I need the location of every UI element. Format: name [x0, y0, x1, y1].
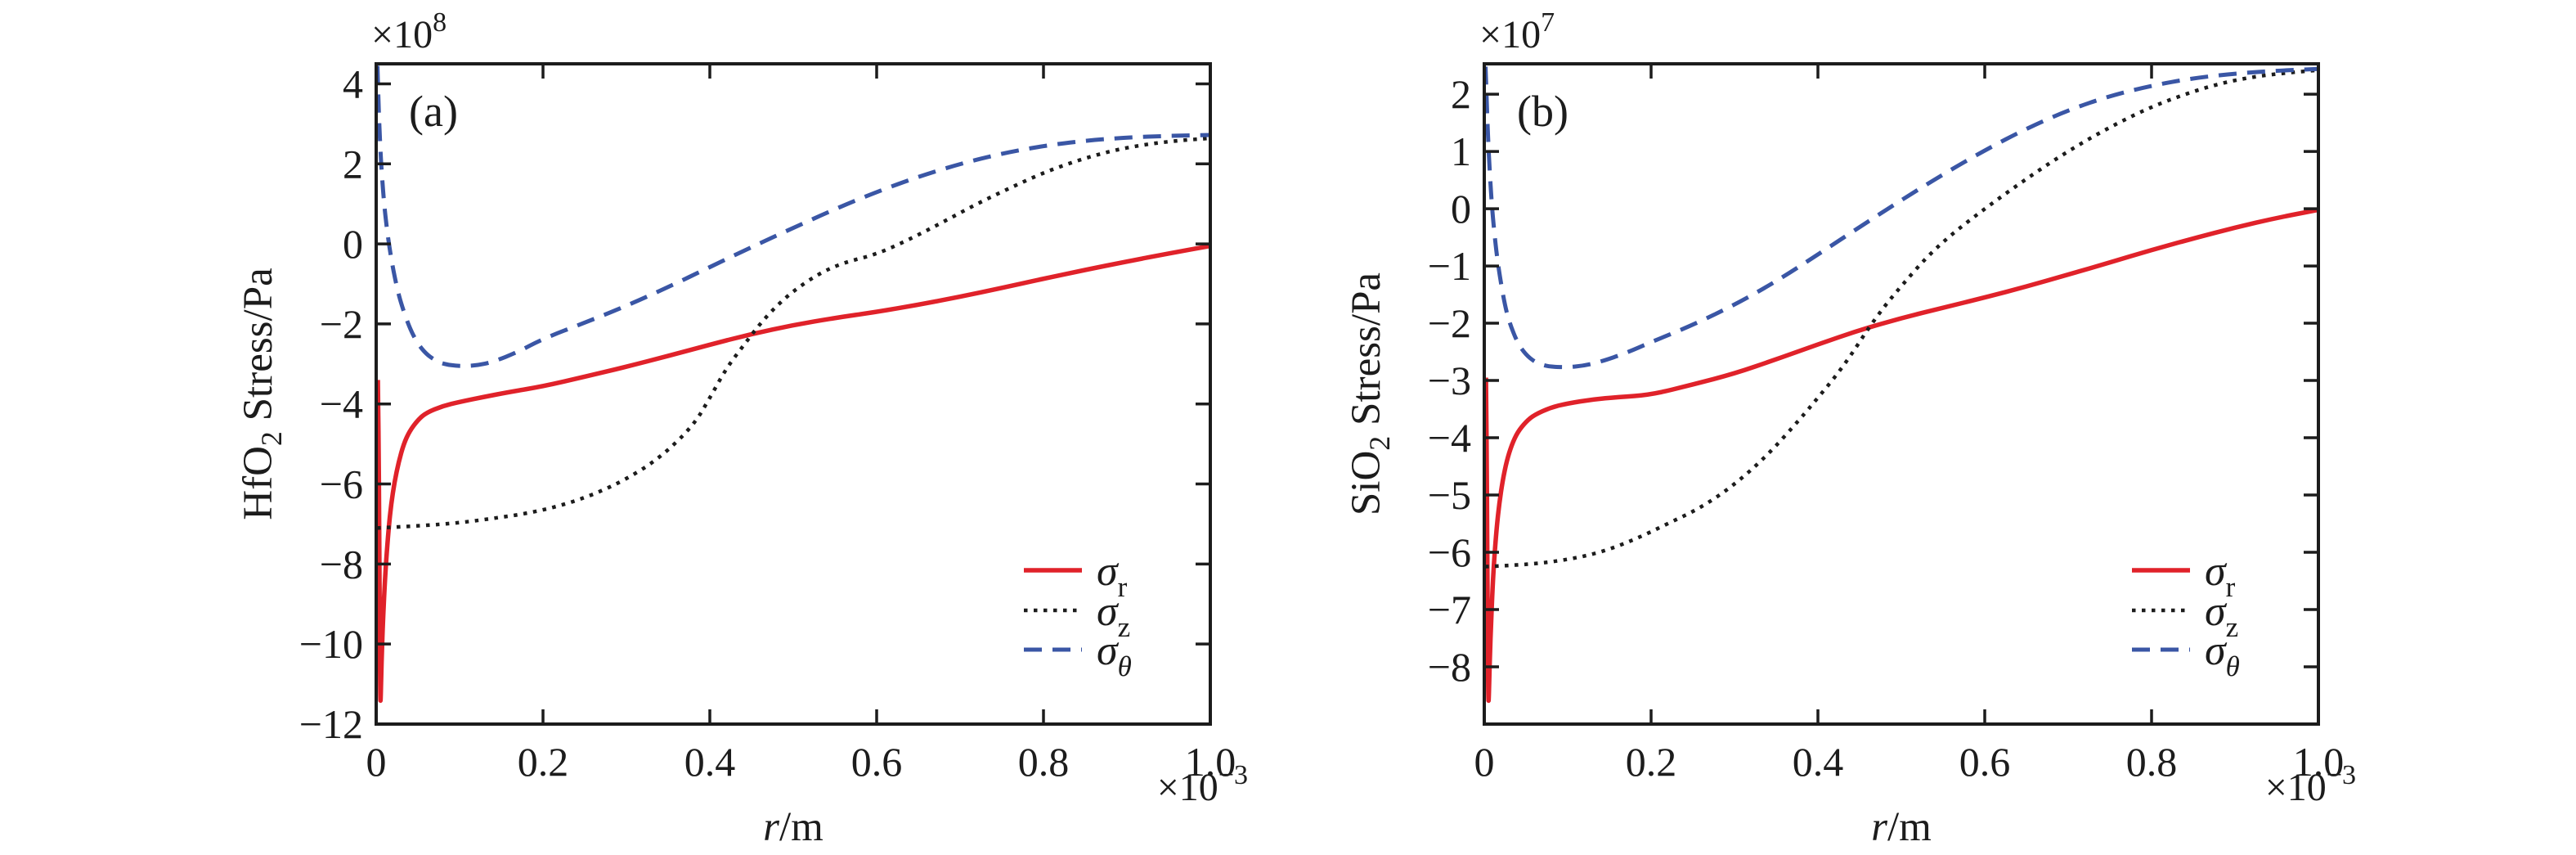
- axis-frame: [1483, 62, 2320, 726]
- x-axis-label: r/m: [1871, 804, 1932, 850]
- legend-label-sigma-z: σz: [1097, 588, 1130, 643]
- x-tick-label: 0.6: [851, 739, 903, 785]
- legend-label-sigma-theta: σθ: [2205, 628, 2240, 682]
- x-tick-label: 0.2: [1626, 739, 1677, 785]
- y-tick-label: 1: [1451, 128, 1471, 174]
- y-tick-label: −1: [1428, 243, 1471, 289]
- x-tick-label: 0.6: [1959, 739, 2011, 785]
- panel-a: 0 0.2 0.4 0.6 0.8 1.0 4 2 0 −2 −4 −6 −8 −10 −12 (a) ×108…: [236, 7, 1248, 850]
- x-tick-label: 0.8: [1018, 739, 1070, 785]
- y-tick-label: −2: [1428, 300, 1471, 346]
- x-axis-label: r/m: [763, 804, 824, 850]
- panel-tag: (a): [409, 87, 458, 136]
- axis-frame: [375, 62, 1212, 726]
- y-tick-label: 4: [343, 61, 363, 106]
- y-tick-label: −6: [1428, 529, 1471, 575]
- y-tick-label: −8: [1428, 644, 1471, 690]
- y-tick-label: −2: [320, 301, 363, 347]
- legend-label-sigma-z: σz: [2205, 588, 2238, 643]
- sigma-r-curve: [376, 243, 1210, 704]
- y-axis-label: SiO2 Stress/Pa: [1344, 272, 1396, 515]
- y-tick-label: −12: [299, 701, 363, 747]
- x-tick-label: 0: [366, 739, 387, 785]
- x-tick-label: 0.4: [1793, 739, 1844, 785]
- y-axis-multiplier: ×107: [1479, 7, 1555, 56]
- y-axis-label: HfO2 Stress/Pa: [236, 268, 288, 520]
- sigma-z-curve: [1484, 68, 2318, 569]
- sigma-r-curve: [1484, 207, 2318, 704]
- y-tick-label: −4: [320, 381, 363, 427]
- x-axis-multiplier: ×10−3: [2265, 760, 2356, 809]
- legend-label-sigma-theta: σθ: [1097, 628, 1132, 682]
- y-tick-label: −7: [1428, 587, 1471, 632]
- legend-label-sigma-r: σr: [2205, 548, 2236, 603]
- y-tick-label: −5: [1428, 472, 1471, 518]
- x-tick-label: 0.8: [2126, 739, 2178, 785]
- panel-b: 0 0.2 0.4 0.6 0.8 1.0 2 1 0 −1 −2 −3 −4 −5 −6 −7 −8 (b) ×1…: [1344, 7, 2356, 850]
- sigma-z-curve: [376, 136, 1210, 530]
- x-tick-label: 0.4: [684, 739, 736, 785]
- x-tick-label: 1.0: [2293, 739, 2345, 785]
- y-tick-label: −3: [1428, 358, 1471, 403]
- y-tick-label: 2: [1451, 71, 1471, 117]
- x-tick-label: 1.0: [1185, 739, 1236, 785]
- y-axis-multiplier: ×108: [371, 7, 447, 56]
- y-tick-label: 2: [343, 141, 363, 187]
- y-tick-label: 0: [343, 221, 363, 267]
- sigma-theta-curve: [376, 65, 1210, 368]
- y-tick-label: 0: [1451, 186, 1471, 232]
- y-tick-label: −4: [1428, 415, 1471, 461]
- panel-tag: (b): [1517, 87, 1568, 136]
- legend-label-sigma-r: σr: [1097, 548, 1128, 603]
- y-tick-label: −10: [299, 621, 363, 667]
- y-tick-label: −6: [320, 461, 363, 507]
- sigma-theta-curve: [1484, 66, 2318, 370]
- curves-group: [376, 65, 1210, 704]
- curves-group: [1484, 66, 2318, 704]
- y-tick-label: −8: [320, 541, 363, 587]
- x-tick-label: 0.2: [518, 739, 569, 785]
- x-tick-label: 0: [1474, 739, 1495, 785]
- x-axis-multiplier: ×10−3: [1157, 760, 1248, 809]
